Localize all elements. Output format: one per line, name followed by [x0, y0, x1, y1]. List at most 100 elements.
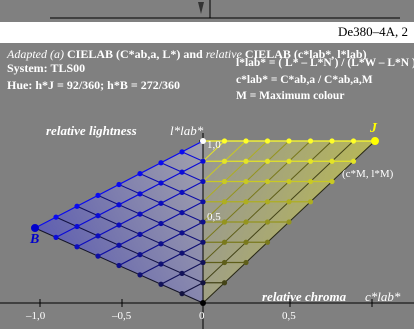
yellow-dot-1-5 — [221, 178, 228, 185]
yellow-diag-line-5 — [202, 140, 311, 243]
blue-dot-1-7 — [179, 149, 185, 155]
yellow-dot-3-4 — [264, 158, 271, 164]
formula-c: c*lab* = C*ab,a / C*ab,a,M — [236, 74, 373, 86]
yellow-dot-3-3 — [264, 178, 271, 185]
blue-row-line-1 — [181, 282, 204, 295]
header-relative: relative — [205, 47, 242, 61]
label-j: J — [370, 121, 377, 136]
blue-dot-2-4 — [158, 200, 164, 206]
x-tick-1: –0,5 — [112, 310, 132, 322]
yellow-dot-3-0 — [264, 239, 271, 245]
blue-row-line-5 — [97, 201, 204, 257]
blue-dot-4-2 — [116, 222, 122, 228]
blue-dot-1-4 — [179, 210, 185, 216]
blue-dot-6-0 — [74, 244, 80, 250]
blue-dot-3-5 — [137, 171, 143, 177]
yellow-dot-2-4 — [243, 178, 249, 185]
blue-dot-5-0 — [95, 253, 101, 259]
blue-diag-line-5 — [97, 194, 204, 243]
blue-dot-1-0 — [179, 291, 185, 297]
blue-dot-0-3 — [200, 239, 206, 245]
yellow-dot-3-5 — [264, 138, 271, 144]
yellow-dot-5-0 — [307, 199, 314, 205]
blue-dot-3-0 — [137, 272, 143, 278]
yellow-dot-5-2 — [307, 158, 314, 164]
blue-dot-0-7 — [200, 158, 206, 164]
header-adapted: Adapted (a) — [7, 47, 64, 61]
blue-dot-5-1 — [95, 233, 101, 239]
page-code: De380–4A, 2 — [337, 24, 408, 39]
blue-dot-0-5 — [200, 199, 206, 205]
yellow-dot-2-6 — [243, 138, 249, 144]
yellow-dot-6-2 — [329, 138, 335, 144]
yellow-diag-line-1 — [202, 140, 225, 162]
blue-dot-1-6 — [179, 169, 185, 175]
blue-dot-1-1 — [179, 270, 185, 276]
point-black — [200, 300, 206, 306]
blue-dot-0-2 — [200, 259, 206, 266]
yellow-dot-4-4 — [286, 138, 292, 144]
yellow-dot-1-3 — [221, 219, 228, 225]
blue-dot-3-3 — [137, 211, 143, 217]
blue-dot-5-3 — [95, 192, 101, 198]
blue-dot-2-6 — [158, 160, 164, 166]
header-relative-cielab: CIELAB (c*lab*, l*lab) — [244, 47, 367, 61]
blue-dot-0-1 — [200, 280, 206, 286]
blue-dot-4-0 — [116, 262, 122, 269]
yellow-dot-6-0 — [329, 178, 335, 185]
blue-wedge — [35, 141, 203, 303]
header-hue: Hue: h*J = 92/360; h*B = 272/360 — [7, 78, 181, 92]
point-b-max — [31, 224, 39, 232]
x-tick-0: –1,0 — [26, 310, 46, 322]
header-system: System: TLS00 — [7, 61, 86, 75]
yellow-dot-7-0 — [350, 158, 357, 164]
top-strip — [0, 0, 414, 22]
figure: Adapted (a) CIELAB (C*ab,a, L*) and rela… — [0, 43, 414, 329]
yellow-dot-2-5 — [243, 158, 249, 164]
x-tick-3: 0,5 — [282, 310, 296, 322]
blue-diag-line-1 — [181, 151, 204, 162]
blue-dot-6-1 — [74, 223, 80, 230]
yellow-dot-2-1 — [243, 239, 249, 245]
yellow-diag-line-3 — [202, 140, 268, 203]
diagram-svg — [0, 133, 414, 329]
header-line-1: Adapted (a) CIELAB (C*ab,a, L*) and rela… — [7, 47, 367, 61]
blue-dot-4-1 — [116, 242, 122, 248]
point-white — [200, 138, 206, 144]
blue-dot-3-4 — [137, 191, 143, 197]
point-m-label: (c*M, l*M) — [342, 168, 394, 180]
yellow-dot-4-1 — [286, 199, 292, 205]
c-axis-label: c*lab* — [365, 289, 401, 304]
yellow-dot-1-0 — [221, 280, 228, 286]
yellow-diag-line-7 — [202, 140, 354, 284]
formula-m: M = Maximum colour — [236, 90, 345, 102]
yellow-dot-4-3 — [286, 158, 292, 164]
blue-dot-5-2 — [95, 213, 101, 219]
yellow-dot-7-1 — [350, 138, 357, 144]
yellow-dot-1-2 — [221, 239, 228, 245]
tick-0-5: 0,5 — [207, 211, 221, 223]
yellow-dot-1-4 — [221, 199, 228, 205]
yellow-dot-4-0 — [286, 219, 292, 225]
yellow-dot-1-1 — [221, 259, 228, 266]
tick-1-0: 1,0 — [207, 139, 221, 151]
formula-l: l*lab* = ( L* – L*N ) / (L*W – L*N ) — [236, 57, 414, 69]
relative-chroma-label: relative chroma — [262, 289, 347, 304]
yellow-dot-2-0 — [243, 259, 249, 266]
point-j-max — [371, 137, 379, 145]
blue-dot-0-4 — [200, 219, 206, 225]
yellow-dot-1-7 — [221, 138, 228, 144]
yellow-dot-5-3 — [307, 138, 314, 144]
blue-dot-1-2 — [179, 250, 185, 256]
blue-diag-line-7 — [55, 216, 204, 284]
blue-dot-1-3 — [179, 230, 185, 236]
blue-dot-4-4 — [116, 181, 122, 188]
blue-dot-2-0 — [158, 281, 164, 287]
blue-dot-7-0 — [53, 234, 59, 240]
yellow-dot-6-1 — [329, 158, 335, 164]
blue-dot-7-1 — [53, 214, 59, 220]
blue-dot-2-2 — [158, 241, 164, 247]
blue-dot-1-5 — [179, 189, 185, 195]
blue-dot-4-3 — [116, 202, 122, 208]
blue-row-line-3 — [139, 241, 204, 276]
